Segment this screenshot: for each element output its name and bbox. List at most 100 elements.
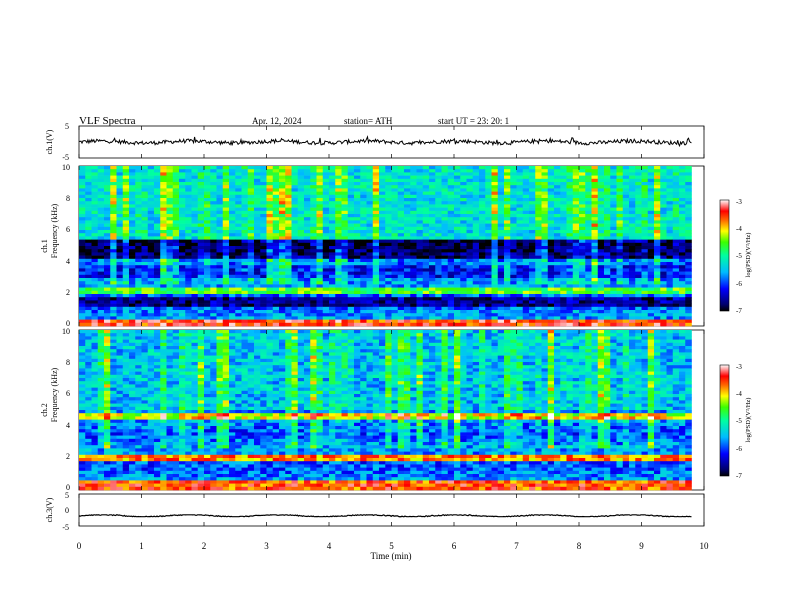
ch1-spectrogram-cell	[354, 246, 361, 250]
ch1-spectrogram-cell	[541, 188, 549, 192]
ch1-spectrogram-cell	[316, 230, 324, 234]
ch1-spectrogram-cell	[454, 226, 461, 231]
ch1-spectrogram-cell	[247, 178, 255, 183]
ch1-spectrogram-cell	[516, 220, 524, 224]
ch1-spectrogram-cell	[610, 281, 617, 285]
ch1-spectrogram-cell	[391, 278, 399, 282]
ch1-spectrogram-cell	[447, 207, 455, 212]
ch1-spectrogram-cell	[435, 169, 442, 173]
ch1-spectrogram-cell	[660, 242, 667, 247]
ch1-spectrogram-cell	[241, 182, 249, 186]
ch1-spectrogram-cell	[485, 242, 492, 247]
ch1-spectrogram-cell	[204, 287, 211, 292]
ch1-spectrogram-cell	[591, 284, 599, 288]
ch1-spectrogram-cell	[491, 223, 499, 228]
ch1-spectrogram-cell	[622, 287, 630, 292]
ch1-spectrogram-cell	[522, 303, 530, 308]
ch1-spectrogram-cell	[485, 223, 492, 228]
ch1-spectrogram-cell	[666, 242, 674, 247]
ch1-spectrogram-cell	[435, 262, 442, 266]
ch1-spectrogram-cell	[635, 198, 642, 202]
ch1-spectrogram-cell	[554, 223, 561, 228]
ch1-spectrogram-cell	[610, 214, 617, 218]
ch1-spectrogram-cell	[322, 246, 330, 250]
ch1-spectrogram-cell	[604, 290, 611, 295]
ch1-spectrogram-cell	[185, 252, 192, 256]
ch1-spectrogram-cell	[416, 172, 424, 176]
ch1-spectrogram-cell	[379, 300, 386, 304]
ch1-spectrogram-cell	[135, 271, 142, 276]
ch1-spectrogram-cell	[235, 246, 242, 250]
ch1-spectrogram-cell	[210, 284, 217, 288]
ch1-spectrogram-cell	[447, 274, 455, 279]
ch1-spectrogram-cell	[172, 249, 180, 253]
ch1-spectrogram-cell	[85, 290, 92, 295]
ch1-spectrogram-cell	[622, 198, 630, 202]
ch1-spectrogram-cell	[97, 169, 105, 173]
ch1-spectrogram-cell	[279, 310, 286, 314]
ch1-spectrogram-cell	[160, 310, 167, 314]
ch1-spectrogram-cell	[204, 255, 211, 260]
ch1-spectrogram-cell	[554, 204, 561, 208]
ch1-spectrogram-cell	[122, 322, 130, 327]
ch1-spectrogram-cell	[485, 310, 492, 314]
ch1-spectrogram-cell	[135, 230, 142, 234]
ch1-spectrogram-cell	[85, 303, 92, 308]
ch1-spectrogram-cell	[579, 230, 586, 234]
ch1-spectrogram-cell	[222, 239, 230, 244]
ch1-spectrogram-cell	[79, 204, 86, 208]
ch1-spectrogram-cell	[560, 281, 567, 285]
ch1-spectrogram-cell	[247, 175, 255, 180]
ch1-spectrogram-cell	[366, 281, 374, 285]
ch1-spectrogram-cell	[547, 178, 555, 183]
ch1-spectrogram-cell	[247, 191, 255, 196]
ch1-spectrogram-cell	[654, 226, 661, 231]
ch1-spectrogram-cell	[291, 300, 299, 304]
ch1-spectrogram-cell	[410, 310, 417, 314]
ch1-spectrogram-cell	[216, 226, 224, 231]
ch1-spectrogram-cell	[185, 191, 192, 196]
ch1-spectrogram-cell	[397, 172, 405, 176]
ch1-spectrogram-cell	[366, 290, 374, 295]
ch1-spectrogram-cell	[254, 217, 261, 221]
ch1-spectrogram-cell	[222, 284, 230, 288]
ch1-spectrogram-cell	[454, 316, 461, 320]
ch1-spectrogram-cell	[91, 204, 99, 208]
ch1-spectrogram-cell	[491, 242, 499, 247]
ch1-spectrogram-cell	[416, 201, 424, 205]
ch1-spectrogram-cell	[372, 207, 380, 212]
ch1-spectrogram-cell	[285, 310, 292, 314]
ch1-spectrogram-cell	[291, 319, 299, 324]
ch1-spectrogram-cell	[135, 255, 142, 260]
ch1-spectrogram-cell	[379, 294, 386, 298]
ch1-spectrogram-cell	[541, 226, 549, 231]
ch1-spectrogram-cell	[610, 207, 617, 212]
ch1-spectrogram-cell	[572, 294, 580, 298]
ch1-spectrogram-cell	[122, 230, 130, 234]
ch1-spectrogram-cell	[416, 303, 424, 308]
ch1-spectrogram-cell	[535, 290, 542, 295]
ch1-spectrogram-cell	[397, 194, 405, 199]
ch1-spectrogram-cell	[416, 169, 424, 173]
ch1-spectrogram-cell	[122, 201, 130, 205]
ch1-spectrogram-cell	[310, 306, 317, 311]
ch1-spectrogram-cell	[566, 246, 574, 250]
ch1-spectrogram-cell	[110, 303, 117, 308]
ch1-spectrogram-cell	[485, 278, 492, 282]
ch1-spectrogram-cell	[454, 194, 461, 199]
ch1-spectrogram-cell	[379, 242, 386, 247]
ch1-spectrogram-cell	[222, 166, 230, 170]
ch1-spectrogram-cell	[497, 188, 505, 192]
ch1-spectrogram-cell	[304, 268, 311, 272]
ch1-spectrogram-cell	[110, 306, 117, 311]
ch1-spectrogram-cell	[385, 210, 392, 215]
ch1-spectrogram-cell	[654, 319, 661, 324]
ch1-spectrogram-cell	[154, 178, 161, 183]
ch1-spectrogram-cell	[485, 226, 492, 231]
ch1-spectrogram-cell	[204, 249, 211, 253]
ch1-spectrogram-cell	[522, 255, 530, 260]
ch1-spectrogram-cell	[266, 284, 274, 288]
ch1-spectrogram-cell	[97, 233, 105, 237]
ch1-spectrogram-cell	[279, 287, 286, 292]
ch1-spectrogram-cell	[404, 182, 411, 186]
